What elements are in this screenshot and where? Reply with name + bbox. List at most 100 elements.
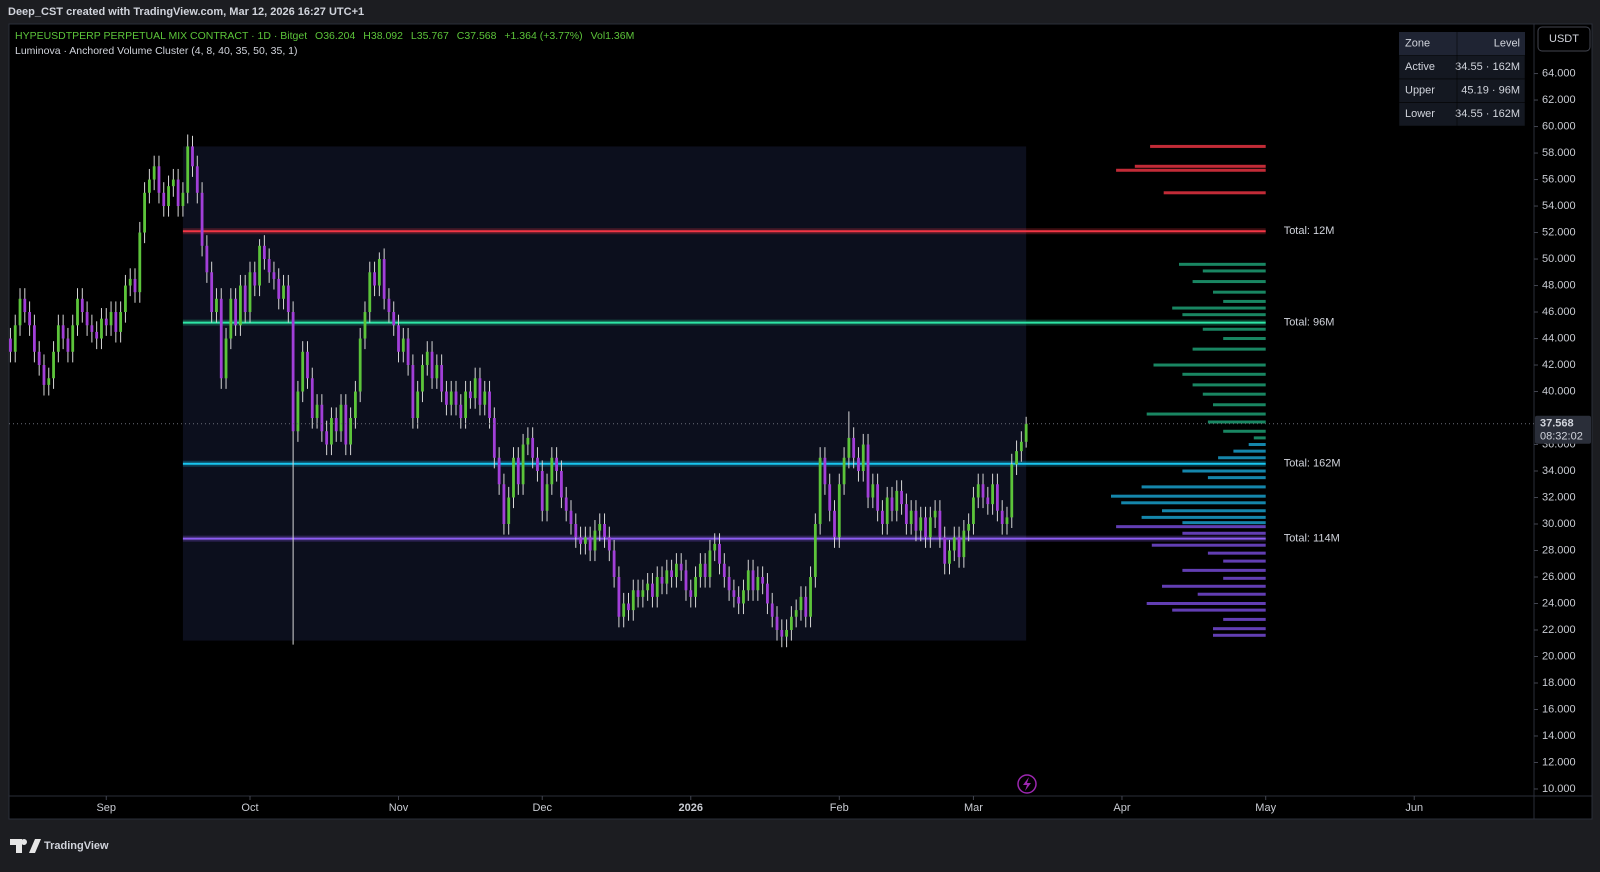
candle-body — [330, 418, 333, 445]
candle-body — [852, 437, 856, 458]
candle-body — [847, 437, 851, 458]
candle-body — [349, 418, 353, 445]
candle-body — [761, 576, 765, 584]
table-header: Zone — [1405, 38, 1430, 50]
profile-bar — [1150, 144, 1266, 148]
candle-body — [162, 192, 166, 207]
profile-bar — [1192, 383, 1266, 387]
candle-body — [253, 272, 257, 286]
candle-body — [157, 166, 161, 193]
candle-body — [147, 179, 151, 193]
candle-body — [885, 497, 889, 525]
candle-body — [296, 391, 300, 432]
candle-body — [310, 378, 314, 419]
candle-body — [325, 431, 329, 445]
candle-body — [76, 298, 79, 326]
candle-body — [531, 437, 535, 458]
candle-body — [119, 312, 123, 332]
y-tick-label: 32.000 — [1542, 491, 1576, 503]
y-tick-label: 24.000 — [1542, 597, 1576, 609]
candle-body — [181, 192, 185, 207]
candle-body — [128, 278, 132, 286]
candle-body — [732, 590, 736, 597]
candle-body — [550, 457, 554, 485]
y-tick-label: 62.000 — [1542, 94, 1576, 106]
table-zone: Lower — [1405, 108, 1435, 120]
y-tick-label: 40.000 — [1542, 385, 1576, 397]
currency-label[interactable]: USDT — [1549, 33, 1579, 45]
candle-body — [900, 490, 903, 505]
events-icon[interactable] — [1017, 774, 1037, 794]
candle-body — [454, 391, 458, 405]
candle-body — [689, 590, 693, 597]
indicator-label: Luminova · Anchored Volume Cluster (4, 8… — [15, 45, 298, 57]
profile-bar — [1134, 164, 1266, 168]
candle-body — [775, 616, 779, 630]
y-tick-label: 60.000 — [1542, 120, 1576, 132]
candle-body — [435, 365, 439, 379]
legend: HYPEUSDTPERP PERPETUAL MIX CONTRACT · 1D… — [15, 30, 634, 42]
candle-body — [799, 596, 803, 611]
candle-body — [37, 351, 41, 366]
candle-body — [871, 484, 875, 498]
candle-body — [234, 298, 238, 326]
candle-body — [114, 312, 118, 332]
candle-body — [986, 497, 990, 505]
candle-body — [995, 484, 999, 511]
x-tick-label: Mar — [964, 802, 983, 814]
candle-body — [861, 444, 865, 472]
candle-body — [421, 365, 424, 392]
level-label: Total: 96M — [1284, 317, 1335, 329]
candle-body — [593, 530, 597, 551]
candle-body — [464, 391, 467, 419]
candle-body — [579, 537, 582, 544]
range-layer — [182, 146, 1027, 641]
candle-body — [124, 285, 127, 313]
candle-body — [818, 457, 822, 525]
candle-body — [90, 325, 94, 332]
y-tick-label: 54.000 — [1542, 200, 1576, 212]
candle-body — [636, 590, 640, 597]
profile-bar — [1192, 347, 1266, 351]
candle-body — [651, 583, 654, 597]
candle-body — [483, 391, 487, 405]
candle-body — [277, 278, 281, 299]
candle-body — [52, 351, 55, 379]
legend-high: H38.092 — [363, 30, 403, 42]
candle-body — [133, 278, 137, 293]
candle-body — [23, 298, 27, 313]
legend-low: L35.767 — [411, 30, 449, 42]
candle-body — [938, 510, 942, 538]
candle-body — [703, 563, 707, 577]
table-zone: Upper — [1405, 85, 1435, 97]
legend-change: +1.364 (+3.77%) — [504, 30, 582, 42]
y-tick-label: 10.000 — [1542, 783, 1576, 795]
candle-body — [205, 245, 209, 273]
candle-body — [315, 404, 319, 419]
y-tick-label: 58.000 — [1542, 147, 1576, 159]
candle-body — [952, 537, 956, 551]
candle-body — [780, 629, 784, 637]
candle-body — [502, 484, 506, 525]
profile-bar — [1192, 280, 1266, 284]
y-tick-label: 64.000 — [1542, 67, 1576, 79]
y-tick-label: 34.000 — [1542, 465, 1576, 477]
candle-body — [224, 338, 228, 379]
candle-body — [71, 325, 75, 352]
candle-body — [928, 517, 932, 538]
profile-bar — [1233, 449, 1266, 453]
candle-body — [301, 351, 305, 392]
candle-body — [9, 338, 12, 352]
candle-body — [1019, 441, 1023, 452]
candle-body — [411, 365, 415, 419]
profile-bar — [1202, 269, 1266, 273]
x-tick-label: Oct — [241, 802, 258, 814]
candle-body — [948, 550, 951, 564]
profile-bar — [1121, 501, 1266, 505]
candle-body — [981, 484, 985, 498]
candle-body — [766, 583, 769, 604]
x-tick-label: Nov — [389, 802, 409, 814]
currency-button[interactable] — [1537, 26, 1591, 52]
